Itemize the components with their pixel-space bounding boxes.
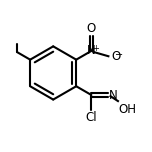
Text: Cl: Cl [86, 111, 97, 124]
Text: N: N [87, 44, 96, 57]
Text: O: O [111, 50, 120, 64]
Text: +: + [92, 44, 99, 53]
Text: O: O [87, 21, 96, 35]
Text: N: N [109, 88, 118, 102]
Text: OH: OH [119, 103, 137, 116]
Text: −: − [115, 50, 123, 60]
